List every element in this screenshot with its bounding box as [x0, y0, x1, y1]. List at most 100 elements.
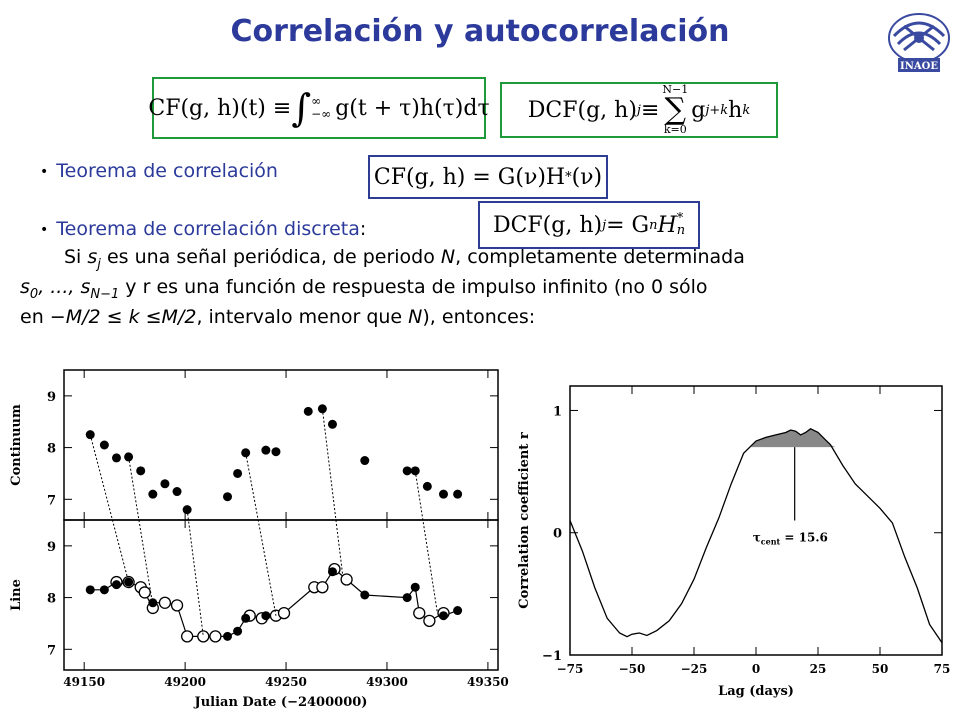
data-point-filled: [438, 611, 448, 621]
data-point-filled: [402, 593, 412, 603]
slide-title: Correlación y autocorrelación: [230, 14, 730, 49]
text: N: [440, 246, 456, 268]
data-point-open: [209, 630, 222, 643]
thm1-end: (ν): [571, 164, 603, 190]
data-point-open: [170, 599, 184, 612]
thm1-formula-box: CF(g, h) = G(ν)H * (ν): [368, 155, 608, 199]
y-tick-label: 9: [47, 390, 56, 405]
bullet-item: • Teorema de correlación discreta:: [40, 218, 366, 240]
sum-lower: k=0: [663, 123, 687, 136]
data-point-filled: [261, 611, 271, 621]
text: j: [97, 256, 101, 272]
data-point-open: [138, 586, 151, 599]
centroid-annotation: τcent = 15.6: [753, 530, 828, 546]
dcf-g: g: [691, 97, 706, 123]
dcf-gsub: j+k: [705, 102, 729, 118]
data-point-filled: [99, 440, 109, 450]
bullet-text: Teorema de correlación: [56, 160, 278, 182]
data-point-open: [180, 630, 194, 643]
data-point-open: [316, 581, 329, 594]
data-point-filled: [99, 585, 109, 595]
inaoe-logo-icon: INAOE: [888, 13, 950, 72]
data-point-open: [340, 573, 353, 586]
data-point-filled: [317, 404, 327, 414]
x-tick-label: 25: [810, 662, 827, 676]
sum-symbol: ∑: [664, 92, 687, 127]
x-tick-label: −25: [681, 662, 708, 676]
thm2-left: DCF(g, h): [492, 212, 603, 238]
text: s: [20, 276, 30, 298]
data-point-filled: [327, 419, 337, 429]
delay-connector: [128, 456, 154, 606]
y-tick-label: 0: [553, 527, 562, 542]
bullet-suffix: :: [359, 218, 367, 240]
integral-symbol: ∫: [291, 86, 312, 130]
text: N−1: [90, 286, 120, 302]
sum-block: N−1 ∑ k=0: [662, 84, 688, 136]
data-point-filled: [261, 445, 271, 455]
data-point-filled: [148, 598, 158, 608]
data-point-filled: [360, 590, 370, 600]
x-tick-label: 75: [934, 662, 951, 676]
data-point-open: [413, 606, 426, 620]
delay-connector: [186, 509, 204, 637]
data-point-filled: [160, 479, 170, 489]
text: N: [408, 306, 423, 328]
y-tick-label: 1: [553, 404, 562, 419]
data-point-filled: [271, 447, 281, 457]
y-tick-label: −1: [542, 649, 562, 664]
thm2-gsub: n: [649, 217, 658, 233]
text: y r es una función de respuesta de impul…: [119, 276, 708, 298]
peak-shading: [751, 428, 836, 448]
data-point-filled: [410, 466, 420, 476]
data-point-open: [158, 596, 172, 609]
plot-frame: [569, 385, 943, 656]
plot-frame: [63, 369, 499, 521]
data-point-open: [197, 630, 210, 643]
y-tick-label: 7: [47, 493, 56, 508]
x-axis-label: Julian Date (−2400000): [194, 695, 368, 710]
y-tick-label: 8: [47, 442, 56, 457]
paragraph-line-2: s0, ..., sN−1 y r es una función de resp…: [20, 272, 708, 310]
data-point-open: [423, 614, 436, 628]
x-tick-label: 49350: [467, 675, 509, 689]
text: , completamente determinada: [455, 246, 745, 268]
x-tick-label: 49200: [164, 675, 206, 689]
integral-limits: ∞ −∞: [311, 95, 331, 121]
data-point-filled: [410, 582, 420, 592]
dcf-h: h: [728, 97, 743, 123]
bullet-dot: •: [40, 221, 49, 238]
data-point-open: [277, 606, 291, 620]
y-tick-label: 8: [47, 592, 56, 607]
thm2-hscripts: * n: [677, 212, 685, 237]
data-point-filled: [241, 613, 251, 623]
plot-frame: [63, 519, 499, 671]
thm2-j: j: [602, 217, 607, 233]
data-point-filled: [327, 567, 337, 577]
delay-connector: [321, 408, 344, 575]
bullet-text: Teorema de correlación discreta: [56, 218, 360, 240]
y-axis-label: Correlation coefficient r: [517, 432, 532, 609]
data-point-filled: [223, 631, 233, 641]
text: s: [80, 276, 91, 298]
paragraph-line-1: Si sj es una señal periódica, de periodo…: [64, 242, 745, 280]
dcf-j: j: [636, 102, 641, 118]
x-tick-label: 0: [752, 662, 760, 676]
correlation-curve: [569, 428, 943, 644]
data-point-filled: [402, 466, 412, 476]
data-point-filled: [172, 487, 182, 497]
thm2-mid: = G: [606, 212, 650, 238]
data-point-filled: [438, 489, 448, 499]
correlation-chart: −1 0 1 −75 −50 −25 0 25 50 75 Lag (days) Correlatio…: [517, 385, 951, 699]
data-point-filled: [241, 448, 251, 458]
dcf-eq: ≡: [640, 97, 660, 123]
delay-connector: [245, 452, 277, 616]
thm1-star: *: [565, 169, 572, 185]
logo-text: INAOE: [900, 61, 938, 72]
thm1-left: CF(g, h) = G(ν)H: [373, 164, 566, 190]
text: −M/2 ≤ k ≤M/2: [49, 306, 197, 328]
data-point-filled: [453, 489, 463, 499]
light-curve-chart: 7 8 9 Continuum 7 8 9 Line 49150 49200 49250 49300 4…: [9, 369, 509, 710]
text: s: [87, 246, 98, 268]
